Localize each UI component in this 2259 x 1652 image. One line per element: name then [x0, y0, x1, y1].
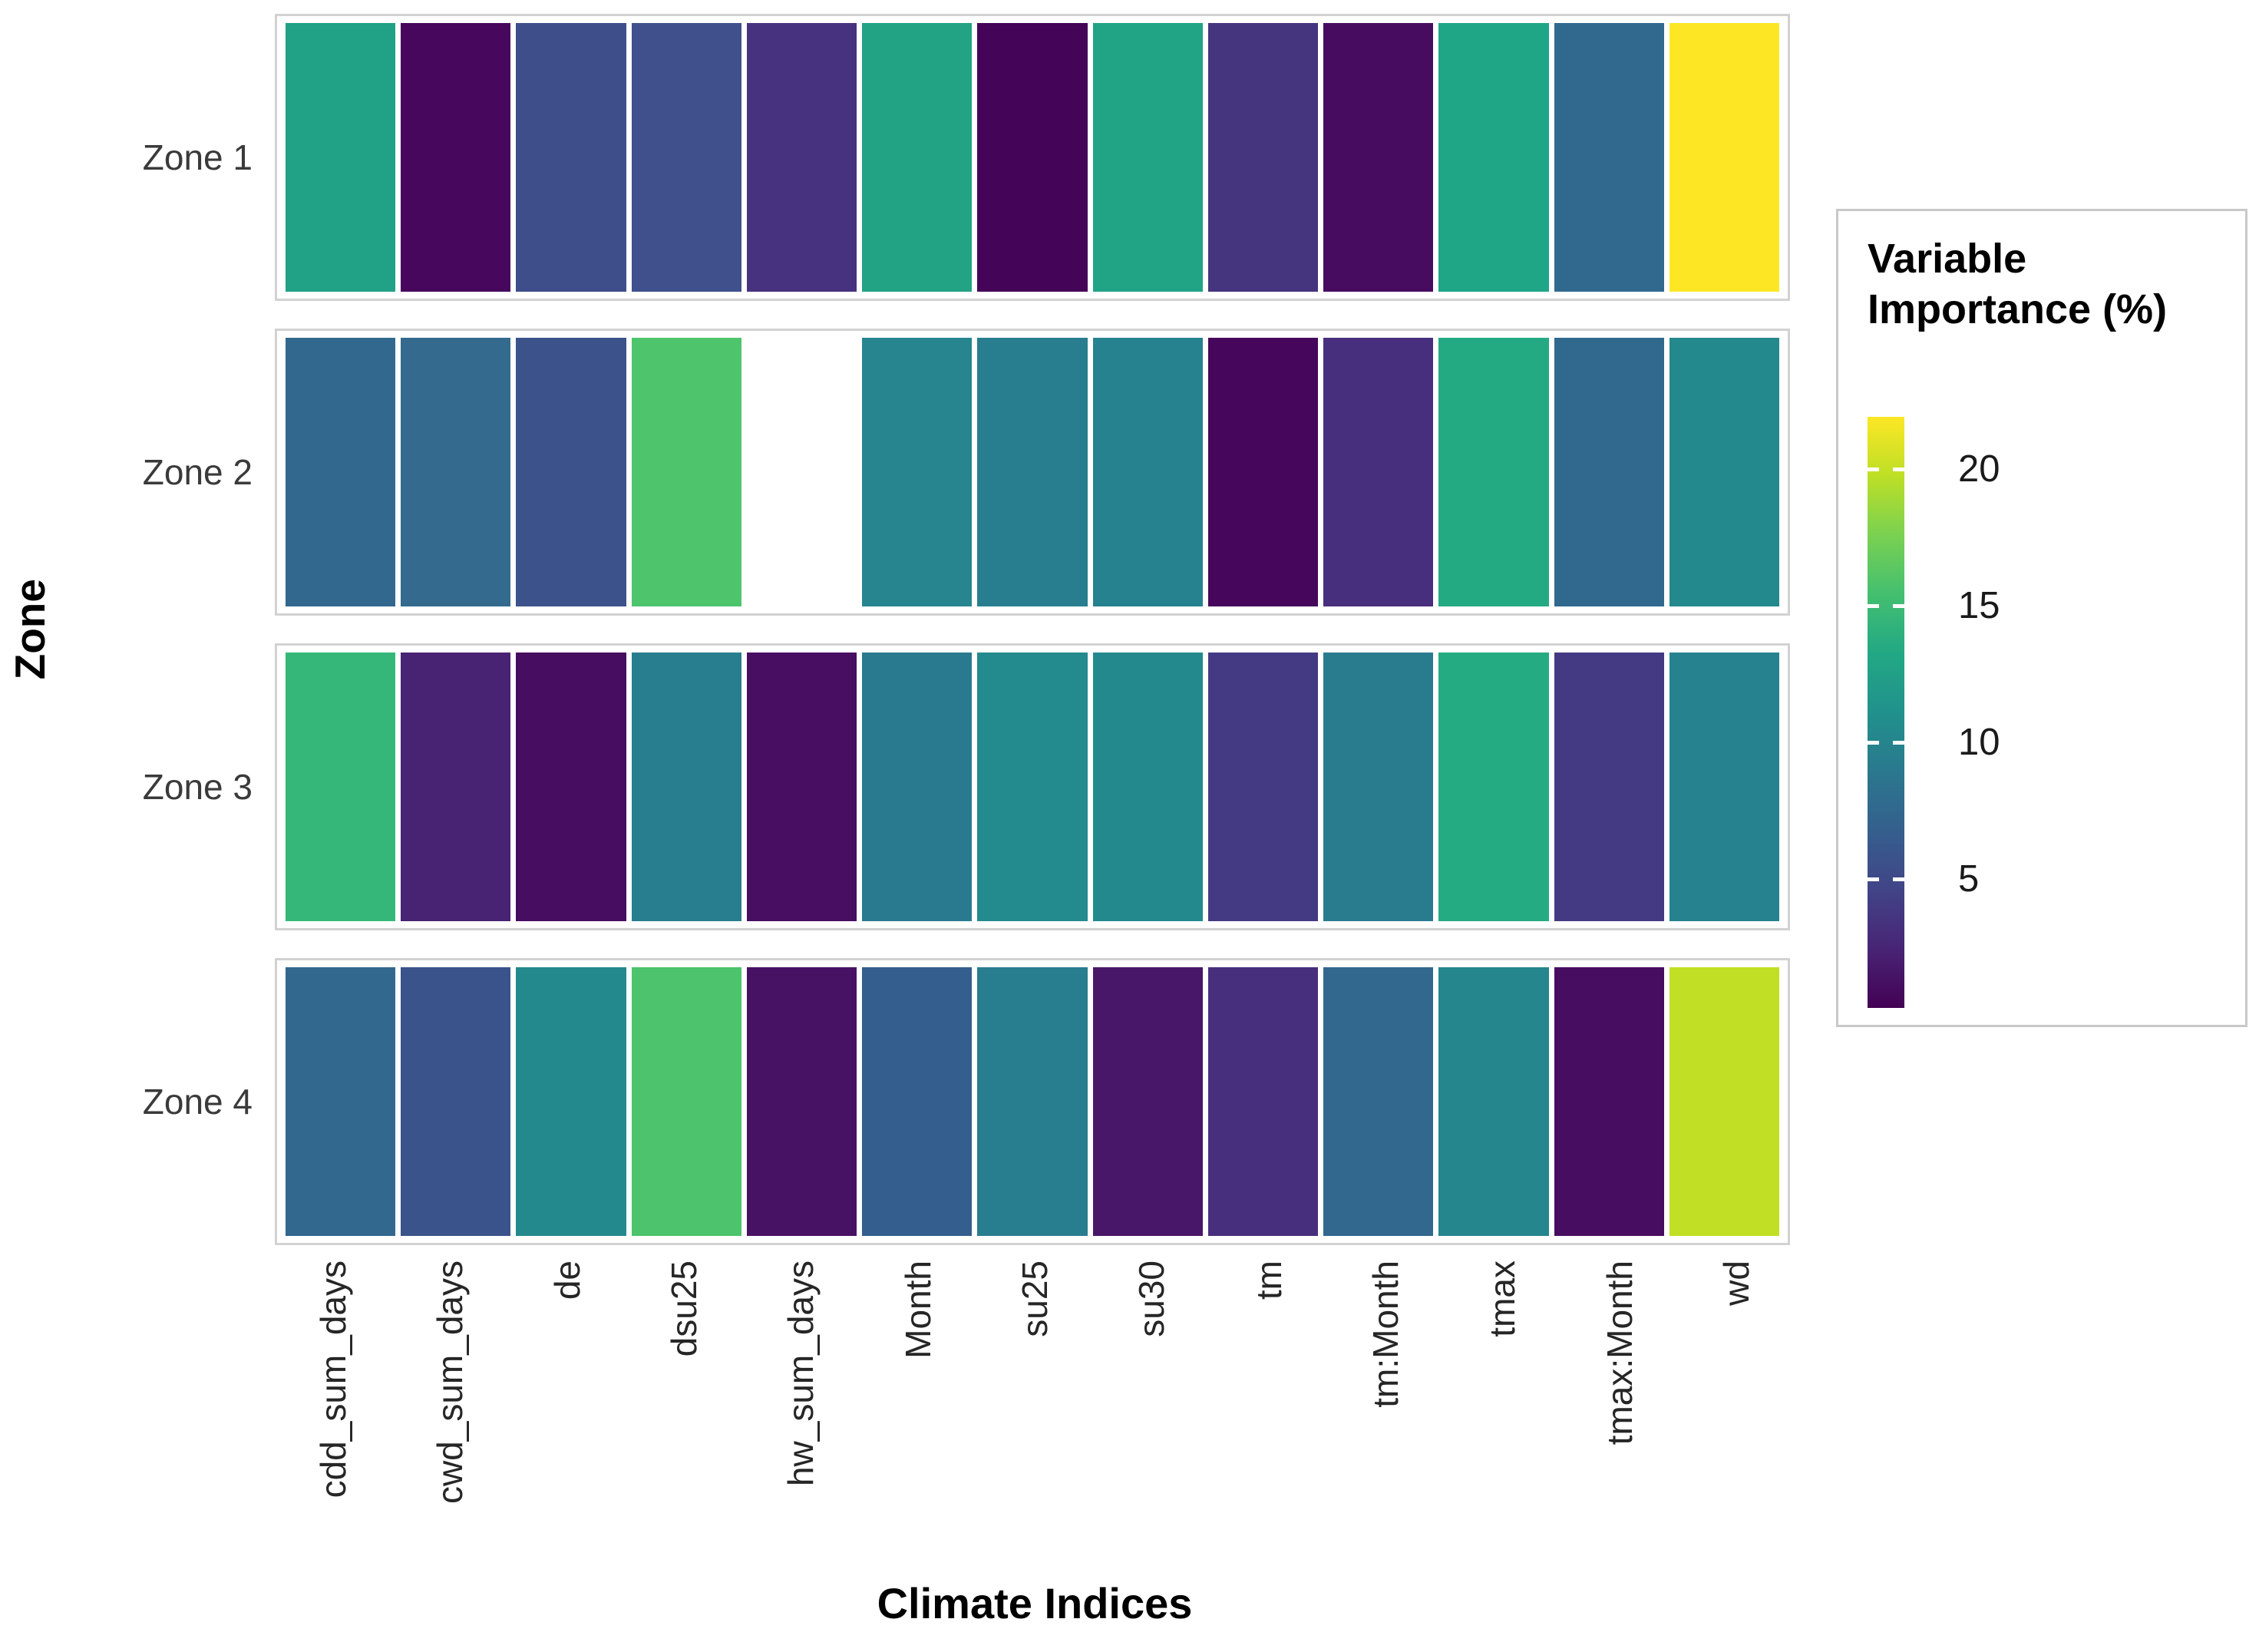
- y-axis-tick-label: Zone 4: [142, 1082, 253, 1122]
- heatmap-tile: [1092, 653, 1203, 921]
- heatmap-tile: [1092, 338, 1203, 606]
- heatmap-tile: [862, 23, 973, 292]
- heatmap-tile: [746, 23, 857, 292]
- heatmap-tile: [746, 338, 857, 606]
- heatmap-tile: [746, 653, 857, 921]
- legend-colorbar: 20 15 10 5: [1868, 417, 2205, 1008]
- x-axis-tick-label: de: [547, 1260, 587, 1300]
- x-axis-tick-label: cdd_sum_days: [313, 1260, 354, 1498]
- heatmap-tile: [1207, 653, 1319, 921]
- heatmap-tile: [1438, 338, 1549, 606]
- heatmap-tile: [977, 23, 1088, 292]
- legend: Variable Importance (%) 20 15 10 5: [1836, 209, 2247, 1027]
- zone-panel: [275, 958, 1790, 1245]
- heatmap-tile: [1669, 23, 1780, 292]
- heatmap-tile: [401, 338, 511, 606]
- heatmap-tile: [862, 338, 973, 606]
- heatmap-tile: [1554, 23, 1664, 292]
- legend-tick-label: 10: [1958, 722, 2000, 764]
- legend-tick-mark: [1868, 603, 1879, 608]
- legend-title-line1: Variable: [1868, 236, 2027, 282]
- x-axis-tick-label: tm:Month: [1365, 1260, 1405, 1408]
- x-axis-title: Climate Indices: [877, 1579, 1193, 1627]
- heatmap-tile: [631, 23, 741, 292]
- heatmap-tile: [977, 653, 1088, 921]
- heatmap-tile: [977, 967, 1088, 1236]
- x-axis-tick-label: wd: [1716, 1260, 1756, 1306]
- legend-tick-mark: [1868, 741, 1879, 745]
- x-axis-tick-label: cwd_sum_days: [430, 1260, 471, 1505]
- heatmap-tile: [1207, 23, 1319, 292]
- heatmap-tile: [1092, 967, 1203, 1236]
- y-axis-tick-label: Zone 3: [142, 767, 253, 807]
- legend-tick-label: 20: [1958, 448, 2000, 490]
- x-axis-tick-label: tmax: [1482, 1260, 1523, 1337]
- heatmap-tile: [286, 653, 396, 921]
- heatmap-tile: [286, 967, 396, 1236]
- heatmap-tile: [1323, 23, 1434, 292]
- legend-tick-mark: [1893, 603, 1904, 608]
- heatmap-tile: [1092, 23, 1203, 292]
- heatmap-tile: [516, 967, 626, 1236]
- heatmap-tile: [862, 653, 973, 921]
- legend-title-line2: Importance (%): [1868, 286, 2168, 332]
- legend-tick-mark: [1893, 877, 1904, 882]
- x-axis-tick-label: su25: [1015, 1260, 1055, 1337]
- heatmap-tile: [1207, 967, 1319, 1236]
- heatmap-tile: [286, 23, 396, 292]
- heatmap-tile: [1554, 653, 1664, 921]
- heatmap-tile: [401, 967, 511, 1236]
- heatmap-tile: [401, 23, 511, 292]
- heatmap-tile: [516, 653, 626, 921]
- heatmap-tile: [516, 338, 626, 606]
- heatmap-tile: [1669, 967, 1780, 1236]
- legend-tick-mark: [1893, 741, 1904, 745]
- legend-tick-mark: [1868, 467, 1879, 471]
- heatmap-tile: [746, 967, 857, 1236]
- heatmap-tile: [1669, 338, 1780, 606]
- heatmap-tile: [401, 653, 511, 921]
- heatmap-tile: [286, 338, 396, 606]
- heatmap-tile: [1438, 653, 1549, 921]
- legend-tick-label: 15: [1958, 584, 2000, 626]
- y-axis-tick-label: Zone 1: [142, 137, 253, 177]
- legend-tick-label: 5: [1958, 858, 1980, 900]
- heatmap-tile: [516, 23, 626, 292]
- heatmap-tile: [977, 338, 1088, 606]
- heatmap-tile: [631, 967, 741, 1236]
- heatmap-tile: [1438, 23, 1549, 292]
- x-axis-labels: cdd_sum_days cwd_sum_days de dsu25 hw_sum_da…: [275, 1260, 1795, 1568]
- zone-panel: [275, 643, 1790, 930]
- x-axis-tick-label: Month: [897, 1260, 938, 1359]
- legend-tick-mark: [1893, 467, 1904, 471]
- zone-panel: [275, 329, 1790, 616]
- heatmap-tile: [631, 338, 741, 606]
- heatmap-tile: [1323, 653, 1434, 921]
- legend-title: Variable Importance (%): [1838, 211, 2245, 335]
- heatmap-tile: [1554, 338, 1664, 606]
- heatmap-tile: [631, 653, 741, 921]
- zone-panel: [275, 14, 1790, 301]
- x-axis-tick-label: su30: [1131, 1260, 1172, 1337]
- heatmap-tile: [1438, 967, 1549, 1236]
- y-axis-tick-label: Zone 2: [142, 452, 253, 492]
- x-axis-tick-label: tm: [1248, 1260, 1289, 1300]
- heatmap-tile: [1669, 653, 1780, 921]
- x-axis-tick-label: tmax:Month: [1599, 1260, 1640, 1446]
- heatmap-tile: [1207, 338, 1319, 606]
- heatmap-tile: [862, 967, 973, 1236]
- heatmap-tile: [1323, 338, 1434, 606]
- x-axis-tick-label: dsu25: [664, 1260, 705, 1357]
- x-axis-tick-label: hw_sum_days: [781, 1260, 821, 1487]
- heatmap-tile: [1323, 967, 1434, 1236]
- heatmap-tile: [1554, 967, 1664, 1236]
- legend-gradient-bar: [1868, 417, 1904, 1008]
- legend-tick-mark: [1868, 877, 1879, 882]
